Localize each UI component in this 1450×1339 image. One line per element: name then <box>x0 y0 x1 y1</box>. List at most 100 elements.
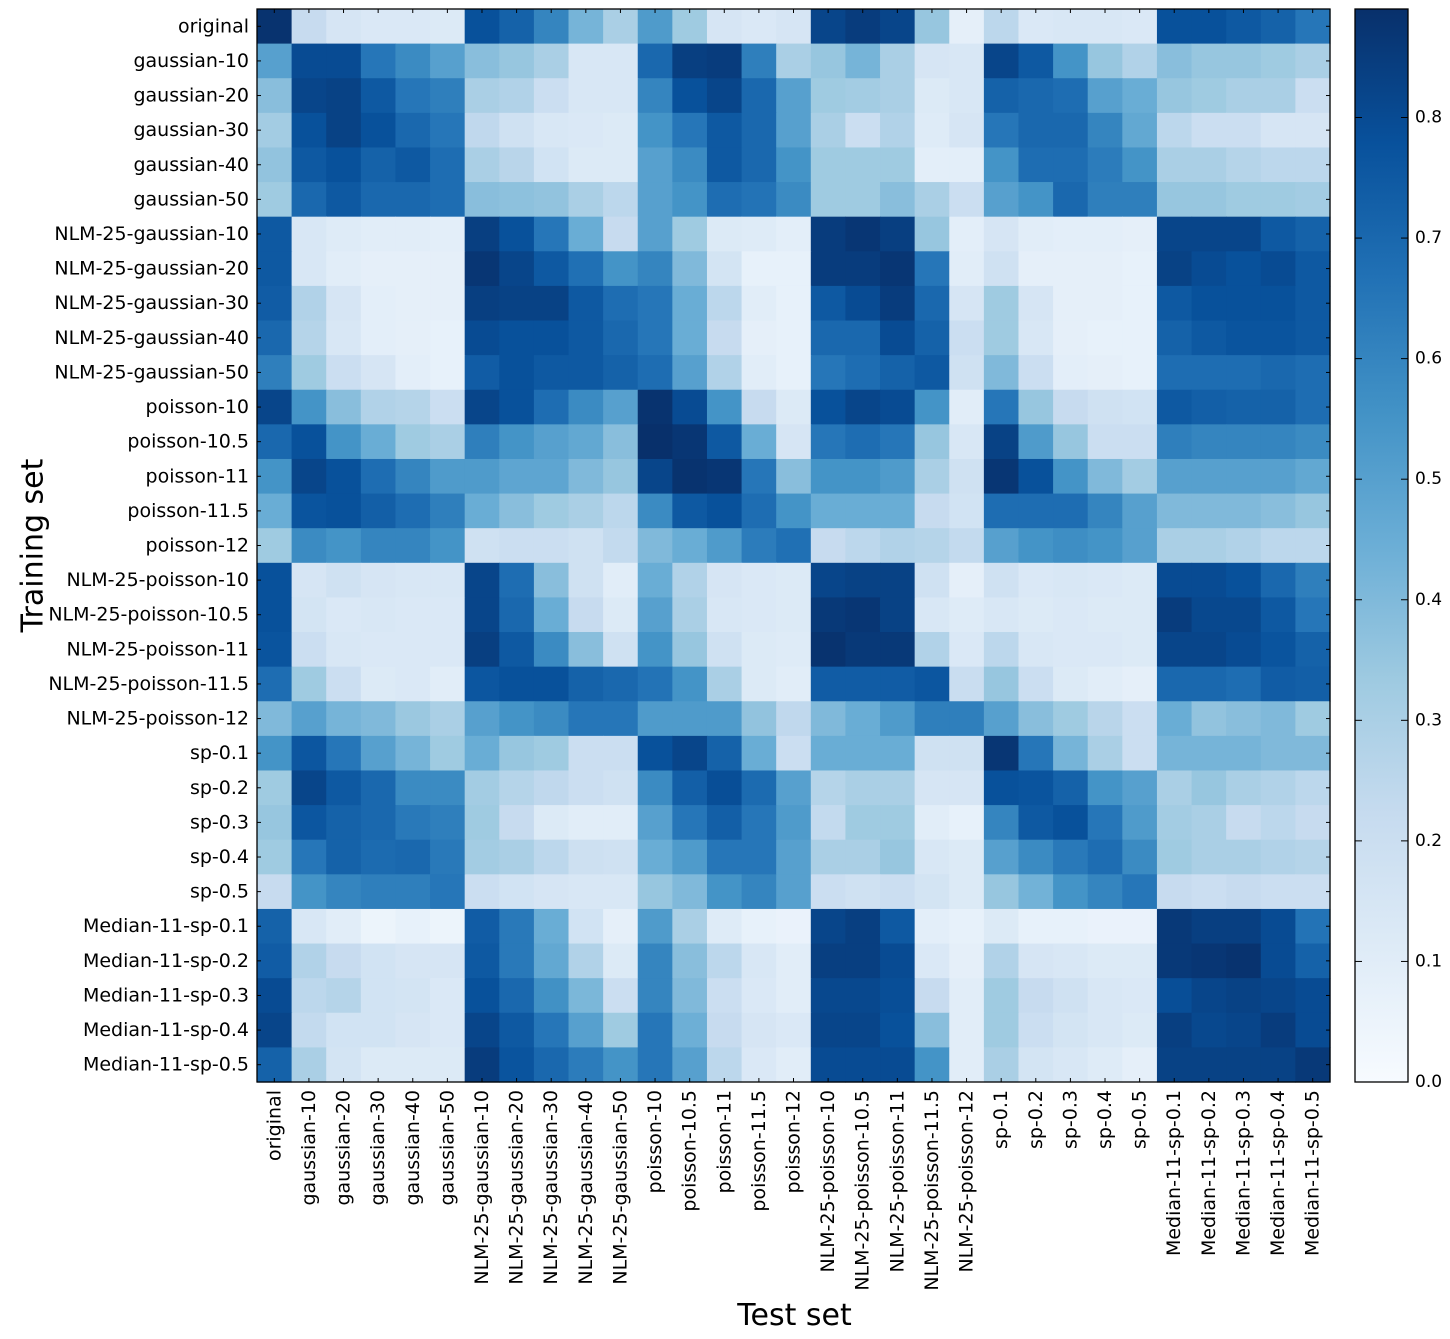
heatmap-cell <box>914 9 950 45</box>
heatmap-cell <box>776 251 812 287</box>
heatmap-cell <box>360 112 397 149</box>
heatmap-cell <box>637 285 673 322</box>
heatmap-cell <box>326 1047 362 1083</box>
heatmap-cell <box>1295 424 1331 460</box>
heatmap-cell <box>430 285 466 322</box>
heatmap-cell <box>741 112 777 149</box>
heatmap-cell <box>1018 701 1054 737</box>
heatmap-cell <box>776 874 812 910</box>
y-tick-label: NLM-25-gaussian-10 <box>54 223 249 245</box>
heatmap-cell <box>1191 1012 1227 1048</box>
heatmap-cell <box>1087 666 1123 702</box>
heatmap-cell <box>741 839 777 875</box>
heatmap-cell <box>880 908 916 945</box>
heatmap-cell <box>1053 978 1089 1014</box>
y-tick-label: sp-0.4 <box>190 846 249 868</box>
heatmap-cell <box>1191 355 1227 391</box>
heatmap-cell <box>1156 805 1193 841</box>
heatmap-cell <box>845 78 881 114</box>
heatmap-cell <box>1018 528 1054 564</box>
heatmap-cell <box>810 839 847 875</box>
heatmap-cell <box>1260 632 1296 668</box>
heatmap-cell <box>1122 182 1158 218</box>
heatmap-cell <box>395 147 431 183</box>
heatmap-cell <box>706 1047 743 1083</box>
heatmap-cell <box>776 1047 812 1083</box>
heatmap-cell <box>983 285 1020 322</box>
heatmap-cell <box>533 597 570 633</box>
heatmap-cell <box>1122 216 1158 252</box>
heatmap-cell <box>257 1047 293 1083</box>
heatmap-cell <box>1156 112 1193 149</box>
heatmap-cell <box>326 147 362 183</box>
heatmap-cell <box>568 528 604 564</box>
heatmap-cell <box>291 389 327 425</box>
heatmap-cell <box>706 1012 743 1048</box>
heatmap-cell <box>533 424 570 460</box>
heatmap-cell <box>1087 1047 1123 1083</box>
heatmap-cell <box>1087 943 1123 979</box>
heatmap-cell <box>1295 389 1331 425</box>
heatmap-cell <box>776 43 812 79</box>
heatmap-cell <box>672 424 708 460</box>
heatmap-cell <box>430 424 466 460</box>
heatmap-cell <box>603 9 639 45</box>
heatmap-cell <box>430 458 466 495</box>
heatmap-cell <box>568 78 604 114</box>
heatmap-cell <box>914 320 950 356</box>
heatmap-cell <box>1191 839 1227 875</box>
heatmap-cell <box>914 1047 950 1083</box>
x-tick-label: sp-0.5 <box>1129 1090 1151 1149</box>
heatmap-cell <box>706 874 743 910</box>
heatmap-cell <box>603 839 639 875</box>
heatmap-cell <box>1226 182 1262 218</box>
heatmap-cell <box>776 562 812 599</box>
heatmap-cell <box>430 805 466 841</box>
heatmap-cell <box>568 666 604 702</box>
heatmap-cell <box>672 805 708 841</box>
heatmap-cell <box>326 458 362 495</box>
heatmap-cell <box>1018 805 1054 841</box>
colorbar <box>1354 8 1409 1083</box>
heatmap-cell <box>810 908 847 945</box>
heatmap-cell <box>464 389 500 425</box>
heatmap-cell <box>1191 43 1227 79</box>
heatmap-cell <box>1260 528 1296 564</box>
heatmap-cell <box>776 147 812 183</box>
heatmap-cell <box>1156 216 1193 252</box>
heatmap-cell <box>291 874 327 910</box>
heatmap-cell <box>395 389 431 425</box>
heatmap-cell <box>291 216 327 252</box>
heatmap-cell <box>1226 355 1262 391</box>
heatmap-cell <box>741 389 777 425</box>
heatmap-cell <box>637 1012 673 1048</box>
y-tick-label: original <box>178 15 249 37</box>
y-tick-label: gaussian-30 <box>133 119 249 141</box>
heatmap-cell <box>326 597 362 633</box>
x-tick-label: gaussian-40 <box>402 1090 424 1206</box>
heatmap-cell <box>568 112 604 149</box>
heatmap-cell <box>810 389 847 425</box>
heatmap-cell <box>291 147 327 183</box>
heatmap-cell <box>880 770 916 806</box>
heatmap-cell <box>672 562 708 599</box>
x-tick-label: sp-0.1 <box>990 1090 1012 1149</box>
heatmap-cell <box>533 770 570 806</box>
heatmap-cell <box>776 908 812 945</box>
heatmap-cell <box>326 43 362 79</box>
heatmap-cell <box>1191 805 1227 841</box>
heatmap-cell <box>672 43 708 79</box>
x-tick-label: Median-11-sp-0.5 <box>1302 1090 1324 1256</box>
heatmap-cell <box>326 874 362 910</box>
heatmap-cell <box>1295 805 1331 841</box>
heatmap-cell <box>637 874 673 910</box>
heatmap-cell <box>1087 1012 1123 1048</box>
x-tick-label: gaussian-50 <box>436 1090 458 1206</box>
heatmap-cell <box>810 597 847 633</box>
heatmap-cell <box>637 943 673 979</box>
heatmap-cell <box>257 701 293 737</box>
heatmap-cell <box>845 1012 881 1048</box>
heatmap-cell <box>1295 1047 1331 1083</box>
heatmap-cell <box>430 251 466 287</box>
